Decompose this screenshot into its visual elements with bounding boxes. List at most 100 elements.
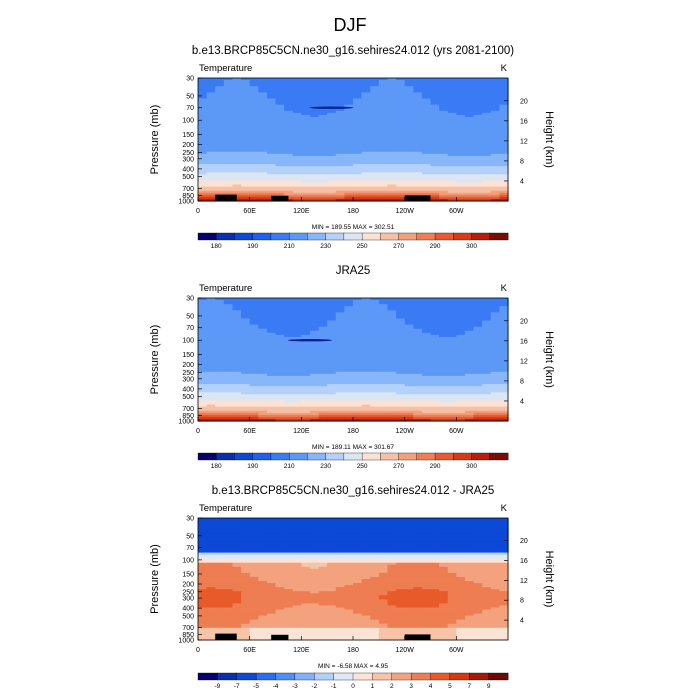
heatmap-cell bbox=[301, 98, 311, 102]
heatmap-cell bbox=[387, 326, 397, 330]
heatmap-cell bbox=[206, 86, 216, 89]
heatmap-cell bbox=[206, 328, 216, 332]
heatmap-cell bbox=[490, 153, 500, 157]
heatmap-cell bbox=[301, 538, 311, 541]
heatmap-cell bbox=[232, 198, 242, 202]
heatmap-cell bbox=[215, 304, 225, 307]
heatmap-cell bbox=[327, 100, 337, 104]
heatmap-cell bbox=[353, 377, 363, 381]
heatmap-cell bbox=[387, 298, 397, 301]
heatmap-cell bbox=[421, 324, 432, 328]
heatmap-cell bbox=[327, 326, 337, 330]
heatmap-cell bbox=[344, 402, 354, 406]
heatmap-cell bbox=[266, 186, 277, 190]
heatmap-cell bbox=[275, 145, 285, 149]
heatmap-cell bbox=[447, 88, 457, 91]
heatmap-cell bbox=[292, 302, 302, 305]
heatmap-cell bbox=[430, 334, 440, 338]
heatmap-cell bbox=[292, 80, 302, 83]
heatmap-cell bbox=[232, 141, 242, 145]
heatmap-cell bbox=[387, 131, 397, 134]
heatmap-cell bbox=[223, 520, 234, 523]
heatmap-cell bbox=[413, 166, 423, 169]
heatmap-cell bbox=[344, 349, 354, 352]
heatmap-cell bbox=[370, 377, 380, 381]
heatmap-cell bbox=[249, 522, 259, 525]
heatmap-cell bbox=[206, 334, 216, 338]
heatmap-cell bbox=[456, 390, 466, 393]
heatmap-cell bbox=[327, 357, 337, 361]
heatmap-cell bbox=[421, 416, 432, 420]
heatmap-cell bbox=[275, 104, 285, 108]
heatmap-cell bbox=[361, 300, 371, 303]
heatmap-cell bbox=[284, 371, 294, 375]
heatmap-cell bbox=[241, 380, 251, 383]
heatmap-cell bbox=[378, 534, 389, 537]
heatmap-cell bbox=[241, 123, 251, 126]
heatmap-cell bbox=[266, 162, 277, 165]
heatmap-cell bbox=[223, 78, 234, 81]
heatmap-cell bbox=[464, 402, 475, 406]
heatmap-cell bbox=[206, 532, 216, 535]
heatmap-cell bbox=[309, 367, 320, 371]
heatmap-cell bbox=[266, 92, 277, 95]
heatmap-cell bbox=[215, 408, 225, 412]
heatmap-cell bbox=[249, 359, 259, 363]
heatmap-cell bbox=[301, 82, 311, 85]
heatmap-cell bbox=[266, 298, 277, 301]
heatmap-cell bbox=[413, 371, 423, 375]
heatmap-cell bbox=[490, 123, 500, 126]
heatmap-cell bbox=[439, 157, 449, 161]
heatmap-cell bbox=[439, 326, 449, 330]
heatmap-cell bbox=[335, 164, 345, 167]
heatmap-cell bbox=[439, 404, 449, 408]
heatmap-cell bbox=[464, 121, 475, 124]
heatmap-cell bbox=[335, 127, 345, 130]
heatmap-cell bbox=[447, 367, 457, 371]
heatmap-cell bbox=[430, 540, 440, 543]
heatmap-cell bbox=[215, 143, 225, 147]
heatmap-cell bbox=[198, 190, 208, 194]
heatmap-cell bbox=[396, 380, 406, 383]
heatmap-cell bbox=[215, 172, 225, 175]
heatmap-cell bbox=[447, 412, 457, 416]
heatmap-cell bbox=[335, 114, 345, 118]
heatmap-cell bbox=[292, 536, 302, 539]
heatmap-cell bbox=[206, 524, 216, 527]
heatmap-cell bbox=[198, 416, 208, 420]
heatmap-cell bbox=[387, 386, 397, 389]
heatmap-cell bbox=[198, 121, 208, 124]
heatmap-cell bbox=[327, 90, 337, 93]
heatmap-cell bbox=[464, 322, 475, 326]
heatmap-cell bbox=[482, 363, 492, 367]
heatmap-cell bbox=[447, 114, 457, 118]
heatmap-cell bbox=[378, 326, 389, 330]
heatmap-cell bbox=[490, 96, 500, 100]
heatmap-cell bbox=[292, 414, 302, 418]
heatmap-cell bbox=[301, 318, 311, 322]
heatmap-cell bbox=[198, 373, 208, 377]
heatmap-cell bbox=[344, 365, 354, 369]
heatmap-cell bbox=[215, 90, 225, 93]
heatmap-cell bbox=[353, 408, 363, 412]
heatmap-cell bbox=[370, 534, 380, 537]
heatmap-cell bbox=[318, 361, 328, 365]
heatmap-cell bbox=[404, 160, 414, 163]
heatmap-cell bbox=[370, 298, 380, 301]
heatmap-cell bbox=[344, 168, 354, 171]
heatmap-cell bbox=[490, 351, 500, 354]
heatmap-cell bbox=[370, 98, 380, 102]
heatmap-cell bbox=[378, 380, 389, 383]
heatmap-cell bbox=[473, 149, 483, 153]
heatmap-cell bbox=[499, 359, 509, 363]
heatmap-cell bbox=[490, 388, 500, 391]
heatmap-cell bbox=[447, 310, 457, 313]
heatmap-cell bbox=[318, 198, 328, 202]
heatmap-cell bbox=[473, 174, 483, 177]
heatmap-cell bbox=[490, 198, 500, 202]
heatmap-cell bbox=[301, 308, 311, 311]
heatmap-cell bbox=[404, 162, 414, 165]
topography-mask bbox=[404, 195, 431, 201]
heatmap-cell bbox=[482, 524, 492, 527]
heatmap-cell bbox=[447, 530, 457, 533]
